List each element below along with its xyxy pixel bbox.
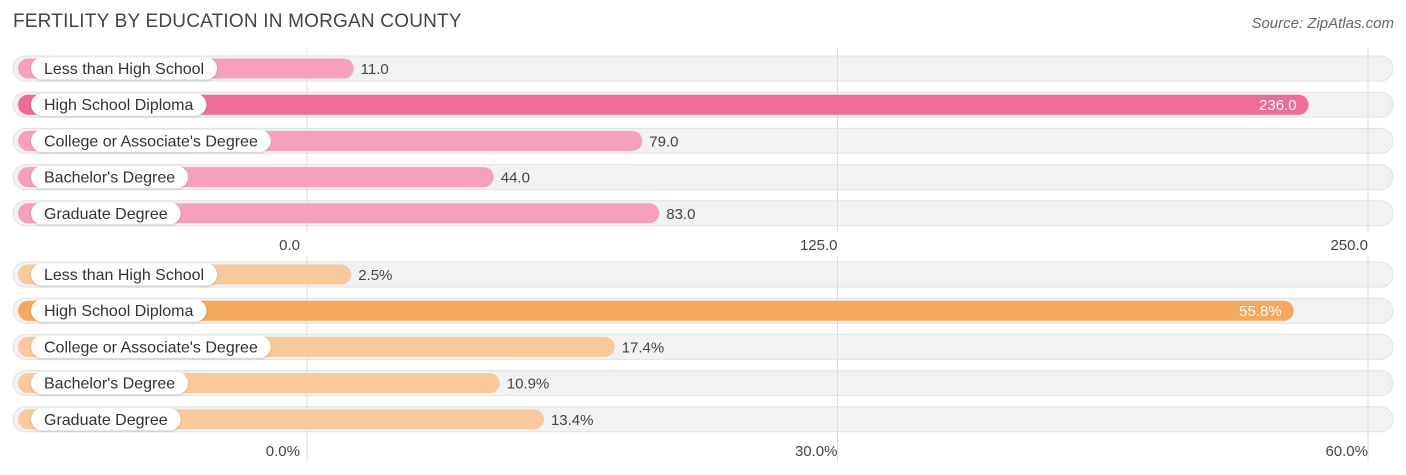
tick-label: 250.0 <box>1330 237 1368 254</box>
value-label: 83.0 <box>666 206 695 223</box>
category-label-pill <box>31 299 207 322</box>
chart-panel-2: Less than High School 2.5% High School Dip… <box>12 256 1394 462</box>
chart-title: FERTILITY BY EDUCATION IN MORGAN COUNTY <box>13 11 462 32</box>
chart-panel-1: Less than High School 11.0 High School Dip… <box>12 48 1394 254</box>
category-label-pill <box>31 202 181 225</box>
bar-high-school-diploma <box>18 94 1309 115</box>
category-label-pill <box>31 57 218 80</box>
value-label: 79.0 <box>649 133 678 150</box>
category-label: Graduate Degree <box>44 412 168 429</box>
category-label-pill <box>31 93 207 116</box>
category-label: Graduate Degree <box>44 206 168 223</box>
category-label: Less than High School <box>44 61 204 78</box>
value-label: 10.9% <box>507 376 550 393</box>
category-label-pill <box>31 129 271 152</box>
category-label: Bachelor's Degree <box>44 376 175 393</box>
source-note: Source: ZipAtlas.com <box>1251 15 1394 32</box>
category-label: High School Diploma <box>44 97 194 114</box>
value-label: 17.4% <box>622 339 665 356</box>
category-label-pill <box>31 372 189 395</box>
value-label: 2.5% <box>358 267 392 284</box>
category-label-pill <box>31 263 218 286</box>
value-label: 55.8% <box>1239 303 1282 320</box>
value-label: 236.0 <box>1259 97 1297 114</box>
bar-high-school-diploma <box>18 300 1294 321</box>
tick-label: 0.0 <box>279 237 300 254</box>
tick-label: 30.0% <box>795 443 838 460</box>
category-label: Bachelor's Degree <box>44 170 175 187</box>
value-label: 11.0 <box>361 61 389 78</box>
row-track <box>12 261 1394 288</box>
tick-label: 0.0% <box>266 443 300 460</box>
row-track <box>12 55 1394 82</box>
tick-label: 60.0% <box>1325 443 1368 460</box>
category-label-pill <box>31 335 271 358</box>
category-label: High School Diploma <box>44 303 194 320</box>
value-label: 13.4% <box>551 412 594 429</box>
category-label-pill <box>31 408 181 431</box>
tick-label: 125.0 <box>800 237 838 254</box>
category-label: College or Associate's Degree <box>44 339 258 356</box>
category-label: Less than High School <box>44 267 204 284</box>
value-label: 44.0 <box>501 170 530 187</box>
category-label-pill <box>31 166 189 189</box>
category-label: College or Associate's Degree <box>44 133 258 150</box>
